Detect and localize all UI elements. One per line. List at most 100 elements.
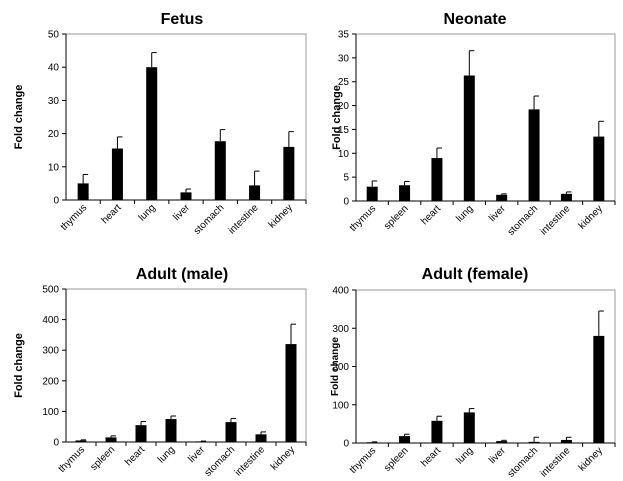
bar-kidney [283,146,295,200]
y-tick-label: 5 [343,173,349,184]
y-tick-label: 200 [332,362,349,373]
bar-heart [111,148,123,200]
plot-frame [65,33,307,201]
bar-lung [165,419,177,442]
x-tick-label: stomach [203,444,238,479]
y-tick-label: 0 [343,197,349,208]
x-tick-label: kidney [577,203,605,231]
y-tick-label: 10 [48,162,60,173]
bar-intestine [255,434,267,442]
y-axis-label: Fold change [13,333,25,398]
y-tick-label: 25 [338,77,350,88]
x-tick-label: thymus [59,202,90,233]
y-tick-label: 400 [42,315,59,326]
x-tick-label: stomach [192,202,227,237]
y-tick-label: 35 [338,30,350,41]
bar-liver [195,441,207,442]
y-tick-label: 20 [48,129,60,140]
x-tick-label: intestine [227,202,261,236]
y-tick-label: 500 [42,285,59,296]
x-tick-label: heart [419,203,443,227]
y-tick-label: 400 [332,286,349,297]
chart-panel-4: Adult (female) Fold change 0 100 200 300 400 th… [330,266,616,480]
y-tick-label: 0 [53,438,59,449]
bar-intestine [560,193,572,201]
x-tick-label: liver [487,203,508,224]
bar-stomach [214,141,226,200]
bar-kidney [593,335,605,443]
x-tick-label: intestine [538,203,572,237]
x-tick-label: liver [171,202,192,223]
x-tick-label: spleen [89,444,118,473]
y-tick-label: 300 [332,324,349,335]
bar-thymus [366,186,378,201]
chart-panel-3: Adult (male) Fold change 0 100 200 300 400 500 t… [13,266,307,479]
y-tick-label: 10 [338,149,350,160]
x-tick-label: liver [186,444,207,465]
x-tick-label: intestine [233,444,267,478]
y-tick-label: 200 [42,376,59,387]
chart-panel-1: Fetus Fold change 0 10 20 30 40 50 thymus heart lu… [13,11,307,237]
bar-spleen [399,185,411,201]
bar-spleen [105,437,117,442]
x-tick-label: thymus [348,445,379,476]
bar-thymus [75,440,87,442]
y-tick-label: 50 [48,30,60,41]
x-tick-label: lung [156,444,177,465]
y-tick-label: 30 [338,53,350,64]
x-tick-label: lung [137,202,158,223]
chart-title: Neonate [443,11,506,28]
bar-liver [496,441,508,443]
bar-stomach [528,441,540,443]
y-tick-label: 100 [42,407,59,418]
y-axis-label: Fold change [330,337,341,396]
bar-intestine [560,439,572,443]
chart-title: Adult (female) [422,266,529,283]
y-axis-label: Fold change [13,85,25,150]
y-tick-label: 15 [338,125,350,136]
x-tick-label: thymus [348,203,379,234]
x-tick-label: kidney [577,445,605,473]
plot-frame [355,289,616,444]
bar-liver [180,192,192,200]
y-tick-label: 0 [343,439,349,450]
x-tick-label: liver [487,445,508,466]
x-tick-label: heart [100,202,124,226]
x-tick-label: intestine [538,445,572,479]
x-tick-label: lung [454,203,475,224]
bar-lung [463,75,475,201]
y-tick-label: 100 [332,400,349,411]
x-tick-label: kidney [269,444,297,472]
x-tick-label: stomach [506,445,541,480]
x-tick-label: heart [419,445,443,469]
bar-thymus [77,183,89,200]
y-axis-label: Fold change [331,85,343,150]
y-tick-label: 40 [48,63,60,74]
bar-spleen [399,436,411,443]
x-tick-label: lung [454,445,475,466]
bar-stomach [225,422,237,442]
chart-title: Adult (male) [136,266,228,283]
bar-lung [463,412,475,443]
bar-intestine [249,185,261,200]
bar-heart [135,425,147,442]
bar-kidney [593,136,605,201]
y-tick-label: 20 [338,101,350,112]
bar-liver [496,194,508,201]
y-tick-label: 30 [48,96,60,107]
plot-frame [355,33,616,202]
x-tick-label: stomach [506,203,541,238]
bar-heart [431,158,443,201]
bar-stomach [528,109,540,201]
bar-lung [146,67,158,200]
x-tick-label: heart [123,444,147,468]
bar-kidney [285,344,297,442]
x-tick-label: spleen [382,203,411,232]
x-tick-label: kidney [267,202,295,230]
y-tick-label: 300 [42,346,59,357]
bar-thymus [366,442,378,443]
y-tick-label: 0 [53,196,59,207]
chart-panel-2: Neonate Fold change 0 5 10 15 20 25 30 35 thymus sp… [331,11,616,238]
chart-title: Fetus [161,11,204,28]
